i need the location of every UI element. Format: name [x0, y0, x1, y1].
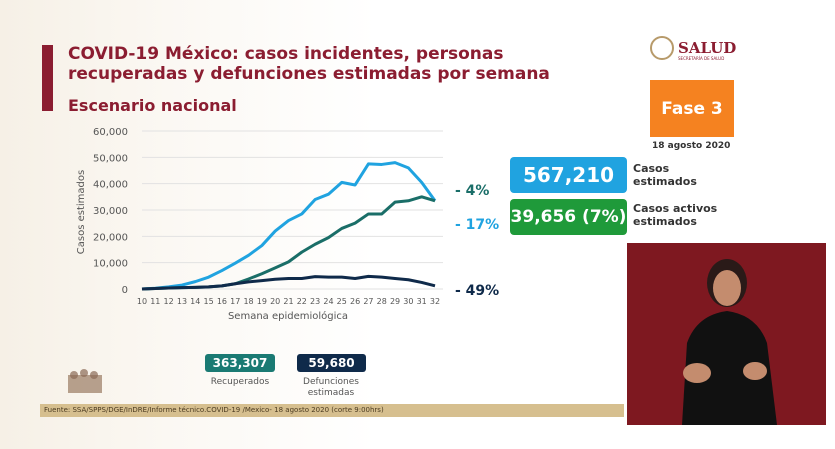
- x-tick-label: 26: [350, 297, 360, 306]
- x-axis-label: Semana epidemiológica: [228, 310, 348, 322]
- active-cases-label: Casos activos estimados: [633, 202, 717, 228]
- label-line: Casos activos: [633, 202, 718, 215]
- x-tick-label: 29: [390, 297, 400, 306]
- x-tick-label: 14: [190, 297, 200, 306]
- x-tick-label: 17: [230, 297, 240, 306]
- series-end-label: - 49%: [455, 283, 500, 299]
- y-tick-label: 0: [122, 285, 128, 296]
- x-tick-label: 31: [417, 297, 427, 306]
- y-axis-label: Casos estimados: [76, 170, 87, 254]
- salud-logo: SALUD SECRETARÍA DE SALUD: [650, 36, 737, 61]
- y-tick-label: 20,000: [93, 232, 128, 243]
- date-label: 18 agosto 2020: [652, 141, 731, 151]
- x-tick-label: 18: [243, 297, 253, 306]
- logo-subtext: SECRETARÍA DE SALUD: [678, 56, 725, 61]
- y-tick-label: 60,000: [93, 127, 128, 138]
- deaths-value: 59,680: [297, 354, 366, 372]
- series-lines: [141, 161, 437, 291]
- y-tick-label: 10,000: [93, 259, 128, 270]
- x-tick-label: 32: [430, 297, 440, 306]
- series-end-label: - 4%: [455, 183, 490, 199]
- active-cases-value: 39,656 (7%): [510, 199, 627, 235]
- label-line: estimados: [633, 215, 697, 228]
- deaths-label: Defunciones estimadas: [291, 377, 371, 399]
- x-tick-label: 30: [403, 297, 413, 306]
- y-tick-label: 30,000: [93, 206, 128, 217]
- x-tick-label: 24: [323, 297, 333, 306]
- label-line: estimados: [633, 175, 697, 188]
- label-line: estimadas: [307, 388, 355, 398]
- x-tick-label: 22: [297, 297, 307, 306]
- series-line-0: [141, 161, 437, 291]
- x-tick-label: 16: [217, 297, 227, 306]
- x-tick-label: 12: [164, 297, 174, 306]
- x-tick-label: 11: [150, 297, 160, 306]
- slide-title: COVID-19 México: casos incidentes, perso…: [68, 44, 550, 84]
- gridlines: [142, 130, 443, 290]
- mexico-logo-icon: [68, 369, 102, 393]
- recovered-label: Recuperados: [210, 377, 270, 387]
- series-end-label: - 17%: [455, 217, 500, 233]
- x-tick-label: 20: [270, 297, 280, 306]
- x-tick-label: 27: [363, 297, 373, 306]
- x-tick-label: 13: [177, 297, 187, 306]
- phase-badge: Fase 3: [650, 80, 734, 137]
- logo-text: SALUD: [678, 39, 737, 57]
- x-tick-label: 15: [203, 297, 213, 306]
- label-line: Defunciones: [303, 377, 359, 387]
- x-tick-label: 28: [377, 297, 387, 306]
- accent-bar: [42, 45, 53, 111]
- x-tick-label: 21: [283, 297, 293, 306]
- source-footnote: Fuente: SSA/SPPS/DGE/InDRE/Informe técni…: [40, 404, 624, 417]
- x-tick-label: 19: [257, 297, 267, 306]
- interpreter-figure: [682, 259, 777, 425]
- y-ticks: 0 10,000 20,000 30,000 40,000 50,000 60,000: [93, 127, 128, 296]
- line-chart: 0 10,000 20,000 30,000 40,000 50,000 60,000 10…: [76, 127, 443, 322]
- seal-icon: [650, 36, 674, 60]
- y-tick-label: 50,000: [93, 153, 128, 164]
- label-line: Casos: [633, 162, 670, 175]
- estimated-cases-value: 567,210: [510, 157, 627, 193]
- estimated-cases-label: Casos estimados: [633, 162, 697, 188]
- recovered-value: 363,307: [205, 354, 275, 372]
- slide-subtitle: Escenario nacional: [68, 96, 237, 115]
- x-ticks: 10 11 12 13 14 15 16 17 18 19 20 21 22 23 24 25 26 27 28 29…: [137, 297, 440, 306]
- sign-language-interpreter-video: [627, 243, 826, 425]
- series-line-1: [141, 195, 436, 291]
- x-tick-label: 23: [310, 297, 320, 306]
- x-tick-label: 25: [337, 297, 347, 306]
- x-tick-label: 10: [137, 297, 147, 306]
- y-tick-label: 40,000: [93, 180, 128, 191]
